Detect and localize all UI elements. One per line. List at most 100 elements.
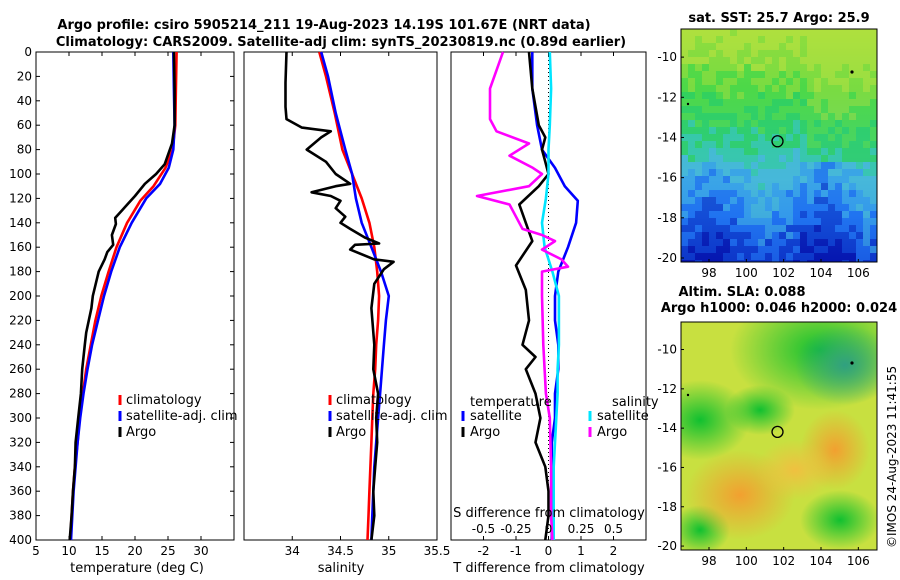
- longitude-tick-label: 104: [810, 266, 833, 280]
- series-line-salinity-argo: [475, 51, 570, 541]
- sst-cell: [688, 64, 695, 71]
- sst-cell: [716, 204, 723, 211]
- sst-cell: [772, 183, 779, 190]
- sst-cell: [842, 127, 849, 134]
- sst-cell: [765, 50, 772, 57]
- sst-cell: [842, 43, 849, 50]
- sst-cell: [688, 50, 695, 57]
- sst-cell: [814, 253, 821, 260]
- argo-position-marker: [771, 135, 784, 148]
- sst-cell: [772, 50, 779, 57]
- sst-cell: [814, 246, 821, 253]
- sst-cell: [737, 225, 744, 232]
- sst-cell: [730, 57, 737, 64]
- legend-label: Argo: [597, 425, 627, 440]
- sst-cell: [870, 218, 877, 225]
- sst-cell: [772, 225, 779, 232]
- sst-cell: [716, 134, 723, 141]
- sst-cell: [681, 106, 688, 113]
- sst-cell: [870, 204, 877, 211]
- sst-cell: [863, 92, 870, 99]
- sst-cell: [744, 99, 751, 106]
- sst-cell: [821, 225, 828, 232]
- sst-cell: [786, 176, 793, 183]
- sst-cell: [793, 92, 800, 99]
- sst-cell: [793, 106, 800, 113]
- sst-cell: [793, 218, 800, 225]
- sst-cell: [758, 190, 765, 197]
- sst-cell: [730, 78, 737, 85]
- sst-cell: [765, 197, 772, 204]
- sst-cell: [849, 232, 856, 239]
- difference-legend: temperature salinity satelliteArgosatell…: [461, 395, 659, 440]
- sst-cell: [779, 190, 786, 197]
- sst-cell: [688, 78, 695, 85]
- sst-cell: [744, 239, 751, 246]
- sst-cell: [835, 78, 842, 85]
- sst-cell: [723, 43, 730, 50]
- sst-cell: [779, 239, 786, 246]
- sst-cell: [807, 120, 814, 127]
- sst-cell: [737, 232, 744, 239]
- sst-cell: [863, 253, 870, 260]
- sst-cell: [842, 190, 849, 197]
- sla-map-frame: [680, 321, 878, 551]
- sst-cell: [702, 43, 709, 50]
- sst-cell: [821, 232, 828, 239]
- sst-cell: [863, 141, 870, 148]
- sst-cell: [842, 85, 849, 92]
- sst-cell: [772, 71, 779, 78]
- sst-cell: [730, 36, 737, 43]
- sst-cell: [730, 260, 737, 262]
- longitude-tick-label: 98: [701, 554, 716, 568]
- sst-cell: [772, 260, 779, 262]
- sst-cell: [758, 169, 765, 176]
- sst-cell: [849, 134, 856, 141]
- sst-cell: [863, 155, 870, 162]
- sst-cell: [695, 148, 702, 155]
- sst-cell: [779, 120, 786, 127]
- sst-cell: [765, 141, 772, 148]
- sst-cell: [751, 253, 758, 260]
- sst-cell: [709, 197, 716, 204]
- sst-cell: [779, 71, 786, 78]
- latitude-tick-label: -16: [657, 460, 677, 474]
- s-difference-xlabel: S difference from climatology: [453, 506, 645, 521]
- difference-series: [475, 51, 580, 541]
- sst-cell: [723, 183, 730, 190]
- sst-cell: [828, 134, 835, 141]
- sst-cell: [870, 190, 877, 197]
- sst-cell: [786, 232, 793, 239]
- sst-cell: [744, 36, 751, 43]
- sst-cell: [800, 260, 807, 262]
- sst-cell: [716, 253, 723, 260]
- sst-cell: [730, 99, 737, 106]
- sst-cell: [779, 29, 786, 36]
- sst-cell: [835, 183, 842, 190]
- sst-cell: [716, 99, 723, 106]
- sst-cell: [793, 99, 800, 106]
- sst-cell: [744, 92, 751, 99]
- sst-cell: [758, 99, 765, 106]
- sst-cell: [758, 106, 765, 113]
- sst-cell: [744, 253, 751, 260]
- sst-cell: [730, 197, 737, 204]
- sst-cell: [695, 141, 702, 148]
- sst-cell: [751, 57, 758, 64]
- sst-cell: [730, 113, 737, 120]
- sst-cell: [863, 71, 870, 78]
- sst-cell: [863, 260, 870, 262]
- sst-cell: [807, 232, 814, 239]
- sst-cell: [765, 176, 772, 183]
- depth-tick-label: 140: [9, 216, 32, 230]
- sst-cell: [807, 78, 814, 85]
- sst-cell: [695, 225, 702, 232]
- sst-cell: [688, 232, 695, 239]
- sst-cell: [737, 71, 744, 78]
- x-tick-label: 20: [127, 544, 142, 558]
- sst-cell: [702, 141, 709, 148]
- temperature-profile-panel: 0204060801001201401601802002202402602803…: [9, 45, 646, 576]
- sst-cell: [772, 120, 779, 127]
- sst-cell: [842, 78, 849, 85]
